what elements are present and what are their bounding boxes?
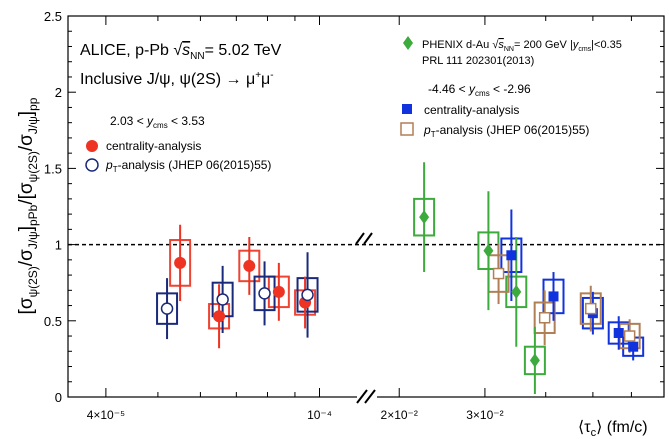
y-tick-label: 2 — [55, 85, 62, 100]
data-point — [419, 210, 430, 225]
x-axis: 4×10⁻⁵ 10⁻⁴ 2×10⁻² 3×10⁻² — [87, 16, 632, 422]
experiment-label: ALICE, p-Pb √sNN= 5.02 TeV — [80, 42, 282, 62]
data-point — [538, 312, 551, 324]
x-tick-label: 3×10⁻² — [466, 408, 503, 422]
axis-break-bottom — [356, 386, 377, 406]
data-point — [272, 285, 285, 298]
svg-text:[σψ(2S)/σJ/ψ]pPb/[σψ(2S)/σJ/ψ]: [σψ(2S)/σJ/ψ]pPb/[σψ(2S)/σJ/ψ]pp — [16, 97, 40, 314]
y-tick-label: 2.5 — [44, 9, 62, 24]
data-point — [548, 291, 559, 302]
data-point — [213, 310, 226, 323]
data-point — [301, 288, 314, 302]
axis-break-mid — [355, 232, 373, 245]
y-tick-label: 1 — [55, 238, 62, 253]
x-tick-label: 2×10⁻² — [381, 408, 418, 422]
y-tick-label: 0 — [55, 390, 62, 405]
svg-text:PRL 111 202301(2013): PRL 111 202301(2013) — [422, 55, 534, 67]
data-point — [506, 250, 517, 261]
svg-text:centrality-analysis: centrality-analysis — [424, 103, 519, 117]
legend-pt-bwd: pT-analysis (JHEP 06(2015)55) — [400, 122, 589, 139]
data-point — [623, 330, 636, 342]
svg-text:pT-analysis (JHEP 06(2015)55): pT-analysis (JHEP 06(2015)55) — [105, 158, 271, 174]
data-point — [174, 256, 187, 269]
svg-text:pT-analysis (JHEP 06(2015)55): pT-analysis (JHEP 06(2015)55) — [423, 123, 589, 139]
legend-centrality-fwd: centrality-analysis — [86, 139, 201, 153]
y-tick-label: 0.5 — [44, 314, 62, 329]
x-tick-label: 10⁻⁴ — [307, 408, 332, 422]
data-point — [258, 287, 271, 300]
legend-phenix: PHENIX d-Au √sNN= 200 GeV |ycms|<0.35 PR… — [403, 36, 622, 67]
data-point — [483, 243, 494, 258]
process-label: Inclusive J/ψ, ψ(2S) → μ+μ- — [80, 70, 274, 88]
legend-pt-fwd: pT-analysis (JHEP 06(2015)55) — [85, 158, 271, 174]
data-point — [216, 293, 229, 306]
y-axis: 0 0.5 1 1.5 2 2.5 — [44, 9, 664, 405]
y-tick-label: 1.5 — [44, 161, 62, 176]
y-axis-label: [σψ(2S)/σJ/ψ]pPb/[σψ(2S)/σJ/ψ]pp — [16, 97, 40, 314]
data-point — [511, 284, 522, 299]
data-point — [243, 259, 256, 272]
data-point — [628, 341, 639, 352]
x-tick-label: 4×10⁻⁵ — [87, 408, 125, 422]
legend-centrality-bwd: centrality-analysis — [402, 103, 519, 117]
fwd-rapidity-range: 2.03 < ycms < 3.53 — [110, 114, 205, 130]
data-point — [585, 302, 597, 315]
data-point — [613, 327, 624, 338]
svg-text:centrality-analysis: centrality-analysis — [106, 139, 201, 153]
svg-text:PHENIX d-Au √sNN= 200 GeV |ycm: PHENIX d-Au √sNN= 200 GeV |ycms|<0.35 — [422, 39, 622, 53]
data-point — [492, 267, 505, 280]
bwd-rapidity-range: -4.46 < ycms < -2.96 — [428, 82, 531, 98]
x-axis-label: ⟨τc⟩ (fm/c) — [578, 419, 648, 439]
data-point — [529, 353, 540, 368]
data-point — [160, 302, 174, 315]
